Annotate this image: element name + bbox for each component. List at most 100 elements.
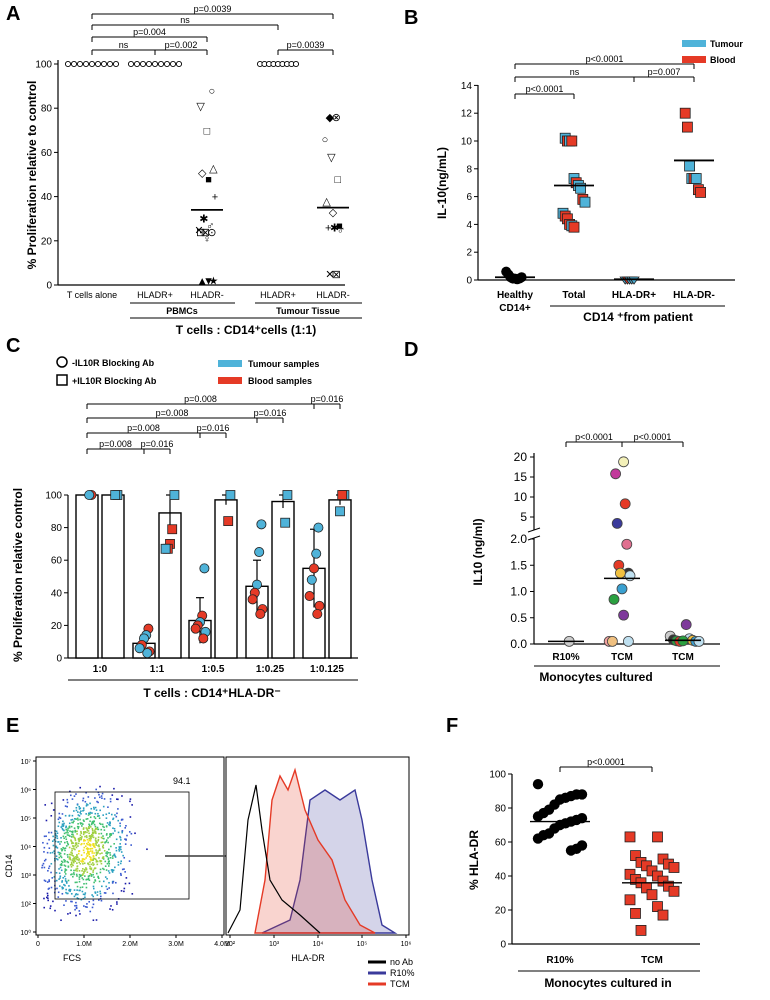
panel-b-legend-blood-swatch xyxy=(682,56,706,63)
flow-dot-814 xyxy=(71,833,73,836)
flow-dot-511 xyxy=(97,828,100,831)
flow-dot-503 xyxy=(96,863,99,866)
panel-a-cat-1: HLADR+ xyxy=(137,290,173,300)
flow-dot-622 xyxy=(60,856,63,859)
flow-dot-48 xyxy=(68,853,71,856)
flow-dot-453 xyxy=(88,851,90,853)
hist-tcm-curve xyxy=(254,767,376,934)
flow-dot-438 xyxy=(118,848,120,851)
flow-dot-427 xyxy=(110,845,112,848)
flow-gate xyxy=(54,791,190,900)
flow-dot-481 xyxy=(89,910,92,913)
flow-dot-34 xyxy=(84,835,86,838)
flow-dot-827 xyxy=(76,825,79,828)
panel-d-significance: p<0.0001 p<0.0001 xyxy=(565,432,684,447)
flow-dot-597 xyxy=(84,893,86,896)
flow-dot-501 xyxy=(46,881,49,883)
f-y-tick-label-3: 60 xyxy=(495,838,507,849)
flow-dot-858 xyxy=(55,855,58,858)
flow-dot-693 xyxy=(113,854,115,856)
flow-dot-823 xyxy=(76,889,78,891)
flow-dot-177 xyxy=(50,815,53,817)
flow-dot-326 xyxy=(108,881,110,884)
flow-dot-161 xyxy=(61,848,64,851)
flow-dot-41 xyxy=(77,845,79,847)
flow-dot-227 xyxy=(74,839,77,842)
flow-dot-494 xyxy=(99,859,101,862)
panel-d-x-label: Monocytes cultured xyxy=(539,670,652,684)
flow-dot-300 xyxy=(119,822,121,825)
flow-dot-792 xyxy=(74,842,77,845)
flow-dot-596 xyxy=(61,881,63,883)
flow-dot-281 xyxy=(86,836,88,839)
a-point-17: ▲ xyxy=(197,276,208,288)
flow-dot-290 xyxy=(95,849,97,851)
flow-dot-554 xyxy=(67,843,70,846)
panel-d-cat-2: TCM xyxy=(672,652,694,663)
f-r10-point-18 xyxy=(532,833,544,844)
flow-dot-296 xyxy=(76,854,78,856)
a-point-1-100-4 xyxy=(151,60,159,68)
panel-c-points xyxy=(84,489,350,659)
flow-dot-627 xyxy=(108,823,110,826)
flow-dot-451 xyxy=(65,888,67,891)
flow-dot-717 xyxy=(92,869,95,872)
flow-dot-414 xyxy=(98,849,101,852)
flow-dot-407 xyxy=(115,847,117,849)
flow-dot-499 xyxy=(79,823,82,825)
flow-dot-755 xyxy=(99,796,101,799)
a-y-tick-label-5: 100 xyxy=(35,60,52,71)
hist-x-tick-label-2: 10⁴ xyxy=(313,941,324,948)
panel-f-label: F xyxy=(446,715,458,737)
flow-dot-568 xyxy=(65,825,67,828)
flow-dot-502 xyxy=(60,840,62,843)
flow-dot-623 xyxy=(120,851,123,853)
c-bracket-4-label: p=0.008 xyxy=(156,408,189,418)
hist-x-tick-label-4: 10⁶ xyxy=(401,941,412,948)
flow-dot-811 xyxy=(50,831,53,834)
flow-dot-159 xyxy=(92,834,94,837)
flow-dot-59 xyxy=(75,809,78,812)
flow-dot-500 xyxy=(120,848,122,851)
a-point-1-100-8 xyxy=(175,60,183,68)
flow-dot-651 xyxy=(79,786,82,789)
flow-dot-250 xyxy=(89,840,92,842)
flow-dot-528 xyxy=(78,876,81,878)
histogram-ticks: 10² 10³ 10⁴ 10⁵ 10⁶ xyxy=(225,935,412,948)
panel-a-cat-4: HLADR- xyxy=(316,290,350,300)
flow-dot-872 xyxy=(83,905,85,907)
flow-dot-763 xyxy=(76,881,78,884)
a-bracket-2-label: p=0.004 xyxy=(133,27,166,37)
flow-dot-280 xyxy=(89,843,92,846)
flow-dot-518 xyxy=(102,847,105,849)
flow-dot-44 xyxy=(65,869,68,871)
flow-dot-283 xyxy=(122,854,124,857)
flow-dot-845 xyxy=(91,894,93,896)
flow-dot-759 xyxy=(110,832,112,835)
flow-dot-655 xyxy=(45,835,47,838)
flow-dot-850 xyxy=(116,798,118,800)
flow-dot-497 xyxy=(99,892,102,895)
flow-dot-539 xyxy=(69,912,72,914)
flow-dot-570 xyxy=(72,821,74,824)
a-point-21: ⊗ xyxy=(332,112,341,124)
d-y-up-label-1: 10 xyxy=(514,490,528,504)
flow-dot-855 xyxy=(99,809,101,812)
flow-dot-344 xyxy=(82,828,85,830)
flow-dot-842 xyxy=(82,809,85,811)
flow-dot-868 xyxy=(58,812,61,815)
flow-dot-839 xyxy=(86,871,89,874)
flow-dot-26 xyxy=(83,870,85,873)
flow-dot-347 xyxy=(59,843,61,845)
flow-dot-70 xyxy=(129,800,131,803)
d-y-up-label-3: 20 xyxy=(514,450,528,464)
panel-f-means xyxy=(530,820,682,884)
d-y-low-label-1: 0.5 xyxy=(510,611,527,625)
panel-c-categories: 1:0 1:1 1:0.5 1:0.25 1:0.125 xyxy=(93,664,345,675)
flow-dot-642 xyxy=(90,835,92,837)
panel-d-points xyxy=(563,456,705,647)
flow-dot-657 xyxy=(68,889,70,892)
flow-dot-606 xyxy=(125,838,127,841)
flow-dot-834 xyxy=(84,892,87,894)
flow-dot-614 xyxy=(43,879,46,882)
